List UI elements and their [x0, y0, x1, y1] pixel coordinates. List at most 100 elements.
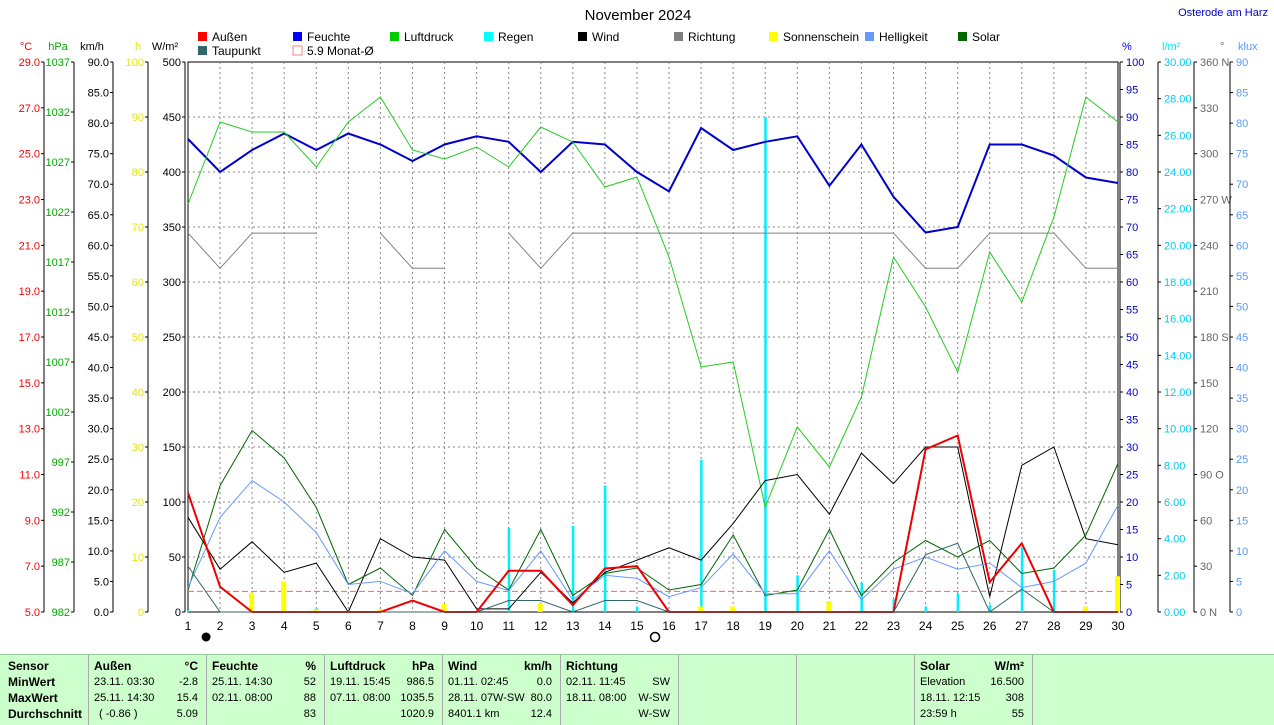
- sunshine-bar: [377, 609, 383, 612]
- axis-tick-pct: 40: [1126, 387, 1138, 399]
- axis-unit-wm2: W/m²: [152, 41, 179, 53]
- sunshine-bar: [1115, 576, 1120, 612]
- legend-label: Feuchte: [307, 30, 351, 44]
- series-line-taupunkt: [187, 542, 1118, 613]
- stats-aussen-min-time: 23.11. 03:30: [94, 676, 155, 688]
- axis-tick-kmh: 70.0: [88, 179, 109, 191]
- axis-tick-hpa: 1002: [46, 407, 70, 419]
- axis-tick-pct: 55: [1126, 305, 1138, 317]
- axis-unit-klux: klux: [1238, 41, 1258, 53]
- axis-tick-hpa: 1027: [46, 157, 70, 169]
- x-tick-label: 14: [598, 619, 612, 633]
- axis-tick-hpa: 1022: [46, 207, 70, 219]
- axis-tick-klux: 5: [1236, 576, 1242, 588]
- sunshine-bar: [537, 603, 543, 612]
- legend-swatch: [674, 32, 683, 41]
- axis-tick-deg: 150: [1200, 378, 1218, 390]
- stats-header-sensor: Sensor: [8, 659, 49, 673]
- rain-bar: [635, 606, 639, 612]
- x-tick-label: 3: [249, 619, 256, 633]
- legend-swatch: [769, 32, 778, 41]
- stats-panel: Sensor MinWert MaxWert Durchschnitt Auße…: [0, 654, 1274, 725]
- stats-wind-title: Wind: [448, 659, 478, 673]
- axis-tick-lm2: 22.00: [1164, 204, 1192, 216]
- moon-new-marker: [201, 632, 211, 642]
- x-tick-label: 7: [377, 619, 384, 633]
- stats-solar-row1-label: Elevation: [920, 676, 966, 688]
- axis-tick-lm2: 8.00: [1164, 460, 1185, 472]
- rain-bar: [1052, 569, 1056, 612]
- axis-tick-deg: 120: [1200, 424, 1218, 436]
- stats-feuchte-min-val: 52: [303, 676, 316, 688]
- axis-tick-pct: 30: [1126, 442, 1138, 454]
- plot-area: [187, 61, 1120, 614]
- stats-aussen-avg-val: 5.09: [176, 708, 198, 720]
- axis-tick-deg: 0 N: [1200, 607, 1217, 619]
- series-line-richtung: [187, 232, 1118, 270]
- stats-feuchte-max-val: 88: [303, 692, 316, 704]
- legend-label: Regen: [498, 30, 533, 44]
- x-axis: 1 2 3 4 5 6 7 8 9 10 11 12 13 14 15 16 17 18 19 20 21 22 23 24 2…: [185, 619, 1125, 643]
- axis-tick-klux: 90: [1236, 57, 1248, 69]
- stats-col-empty-1: [679, 655, 797, 725]
- axis-tick-klux: 65: [1236, 210, 1248, 222]
- stats-col-aussen: Außen °C 23.11. 03:30 -2.8 25.11. 14:30 15.…: [89, 655, 207, 725]
- axis-tick-klux: 80: [1236, 118, 1248, 130]
- axis-tick-kmh: 40.0: [88, 363, 109, 375]
- axis-tick-klux: 50: [1236, 301, 1248, 313]
- stats-luftdruck-max-time: 07.11. 08:00: [330, 692, 391, 704]
- stats-col-richtung: Richtung 02.11. 11:45 SW 18.11. 08:00 W-SW…: [561, 655, 679, 725]
- series-line-wind: [187, 446, 1119, 614]
- stats-col-empty-3: [1033, 655, 1273, 725]
- axis-tick-pct: 15: [1126, 525, 1138, 537]
- axis-tick-hpa: 992: [52, 507, 70, 519]
- x-tick-label: 9: [441, 619, 448, 633]
- x-tick-label: 15: [630, 619, 644, 633]
- stats-solar-row3-label: 23:59 h: [920, 708, 957, 720]
- stats-feuchte-title: Feuchte: [212, 659, 259, 673]
- stats-feuchte-unit: %: [305, 659, 316, 673]
- axis-tick-deg: 60: [1200, 515, 1212, 527]
- sunshine-bar: [826, 601, 832, 612]
- axis-tick-temp: 15.0: [19, 378, 40, 390]
- stats-luftdruck-min-time: 19.11. 15:45: [330, 676, 391, 688]
- axis-tick-pct: 50: [1126, 332, 1138, 344]
- axis-tick-h: 80: [132, 167, 144, 179]
- axis-tick-pct: 100: [1126, 57, 1144, 69]
- axis-tick-klux: 20: [1236, 485, 1248, 497]
- axis-tick-hpa: 982: [52, 607, 70, 619]
- legend-label: 5.9 Monat-Ø: [307, 44, 374, 58]
- stats-wind-min-val: 0.0: [536, 676, 552, 688]
- stats-solar-row2-val: 308: [1005, 692, 1024, 704]
- stats-solar-row2-label: 18.11. 12:15: [920, 692, 981, 704]
- axis-tick-lm2: 24.00: [1164, 167, 1192, 179]
- axis-tick-kmh: 65.0: [88, 210, 109, 222]
- axis-tick-lm2: 4.00: [1164, 534, 1185, 546]
- axis-tick-deg: 240: [1200, 240, 1218, 252]
- axis-tick-lm2: 30.00: [1164, 57, 1192, 69]
- legend-swatch: [198, 46, 207, 55]
- x-tick-label: 28: [1047, 619, 1061, 633]
- axis-tick-kmh: 30.0: [88, 424, 109, 436]
- axis-unit-pct: %: [1122, 41, 1132, 53]
- axis-tick-deg: 300: [1200, 149, 1218, 161]
- axis-tick-lm2: 28.00: [1164, 94, 1192, 106]
- axis-tick-hpa: 1037: [46, 57, 70, 69]
- axis-tick-h: 30: [132, 442, 144, 454]
- axis-tick-wm2: 200: [163, 387, 181, 399]
- axis-tick-deg: 180 S: [1200, 332, 1229, 344]
- axis-tick-deg: 30: [1200, 561, 1212, 573]
- axis-tick-wm2: 250: [163, 332, 181, 344]
- rain-bar: [1020, 547, 1024, 612]
- legend-swatch: [390, 32, 399, 41]
- stats-col-empty-2: [797, 655, 915, 725]
- stats-aussen-max-time: 25.11. 14:30: [94, 692, 155, 704]
- axis-tick-h: 20: [132, 497, 144, 509]
- x-tick-label: 17: [694, 619, 708, 633]
- sunshine-bar: [249, 592, 255, 612]
- x-tick-label: 27: [1015, 619, 1029, 633]
- axis-tick-lm2: 0.00: [1164, 607, 1185, 619]
- legend-swatch: [293, 32, 302, 41]
- axis-tick-temp: 9.0: [25, 515, 40, 527]
- axis-tick-kmh: 80.0: [88, 118, 109, 130]
